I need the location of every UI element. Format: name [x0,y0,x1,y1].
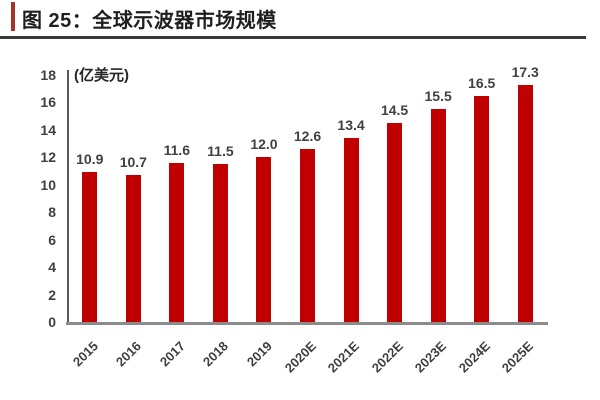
bar-2021E [343,138,359,322]
bar-2019 [256,157,272,322]
y-axis-tick-label: 18 [40,67,56,83]
bar-value-label: 11.5 [207,143,234,160]
x-axis-label-2023E: 2023E [411,338,450,376]
bar-value-label: 11.6 [163,141,191,158]
bar-value-label: 12.0 [250,136,278,153]
bar-value-label: 17.3 [511,63,539,80]
y-axis-tick-label: 12 [40,149,56,166]
x-axis-label-2018: 2018 [200,338,232,370]
y-axis-tick-label: 6 [48,231,56,248]
bar-2018 [212,164,228,322]
y-axis-tick-label: 14 [40,121,56,138]
y-axis-line [67,70,69,325]
bar-2015 [82,172,98,322]
x-axis-label-2020E: 2020E [281,338,319,376]
title-accent-bar [11,2,15,31]
bar-value-label: 16.5 [468,74,496,91]
x-axis-label-2015: 2015 [69,338,101,370]
figure-title: 图 25：全球示波器市场规模 [22,10,277,32]
bar-2017 [169,162,185,322]
y-axis-tick-label: 2 [48,286,56,303]
y-axis-tick-label: 0 [48,314,56,330]
x-axis-line [66,322,548,325]
bar-2024E [474,95,490,322]
bar-2016 [125,175,141,322]
bar-value-label: 10.9 [76,151,104,168]
bar-value-label: 14.5 [380,102,409,119]
x-axis-label-2025E: 2025E [498,338,537,376]
x-axis-label-2017: 2017 [156,338,188,370]
bar-2022E [387,123,403,322]
x-axis-label-2024E: 2024E [455,338,493,376]
bar-2025E [517,84,533,322]
x-axis-label-2019: 2019 [243,338,275,370]
x-axis-label-2021E: 2021E [324,338,362,376]
bar-2023E [430,109,446,322]
x-axis-label-2016: 2016 [113,338,145,370]
bar-value-label: 10.7 [119,154,147,171]
bar-value-label: 15.5 [424,88,452,105]
bar-2020E [300,149,315,322]
y-axis-tick-label: 10 [40,176,56,193]
y-axis-tick-label: 16 [40,94,56,111]
bar-value-label: 12.6 [293,128,322,145]
figure-header: 图 25：全球示波器市场规模 [0,0,600,40]
y-axis-tick-label: 4 [48,259,56,276]
x-axis-label-2022E: 2022E [368,338,406,376]
bar-value-label: 13.4 [337,117,365,134]
title-underline [0,36,586,39]
y-axis-tick-label: 8 [48,204,56,221]
y-axis-unit-label: (亿美元) [74,67,129,84]
